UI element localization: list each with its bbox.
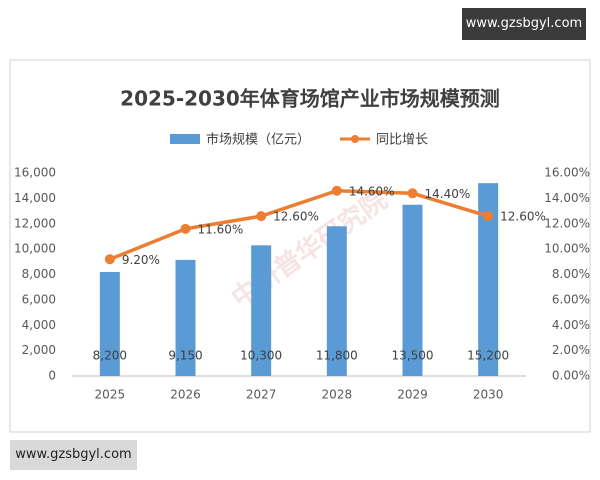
chart-title: 2025-2030年体育场馆产业市场规模预测 [120,87,500,111]
bar-value-label: 13,500 [392,349,434,363]
y2-tick-label: 14.00% [544,191,590,205]
bar [402,204,423,376]
y-tick-label: 4,000 [22,318,56,332]
bar-value-label: 11,800 [316,349,358,363]
y-tick-label: 8,000 [22,267,56,281]
y-tick-label: 2,000 [22,343,56,357]
bar-value-label: 10,300 [240,349,282,363]
bar [251,245,272,376]
y-tick-label: 16,000 [14,166,56,180]
bar-value-label: 8,200 [93,349,127,363]
line-point [331,185,342,196]
y-tick-label: 10,000 [14,242,56,256]
x-tick-label: 2025 [95,388,126,402]
legend-swatch [170,134,200,144]
site-badge: www.gzsbgyl.com [462,8,586,40]
y2-tick-label: 6.00% [552,292,590,306]
y-tick-label: 6,000 [22,292,56,306]
y2-tick-label: 16.00% [544,166,590,180]
bar [99,271,120,376]
y2-tick-label: 12.00% [544,216,590,230]
bar-value-label: 9,150 [168,349,202,363]
line-point [256,211,267,222]
bar [175,259,196,376]
site-badge: www.gzsbgyl.com [10,440,137,470]
legend-swatch [351,135,360,143]
y2-tick-label: 8.00% [552,267,590,281]
line-value-label: 9.20% [122,253,160,267]
line-value-label: 11.60% [198,222,244,236]
line-point [180,223,191,234]
line-point [104,254,115,265]
line-value-label: 12.60% [500,210,546,224]
line-value-label: 14.40% [425,187,471,201]
x-tick-label: 2028 [322,388,353,402]
bar-value-label: 15,200 [467,349,509,363]
x-tick-label: 2030 [473,388,504,402]
y-tick-label: 0 [48,369,56,383]
y2-tick-label: 0.00% [552,369,590,383]
legend-label: 市场规模（亿元） [206,132,310,148]
bar [478,183,499,376]
line-point [483,211,494,222]
y-tick-label: 14,000 [14,191,56,205]
legend-label: 同比增长 [376,133,428,148]
x-tick-label: 2029 [397,388,428,402]
x-tick-label: 2026 [170,388,201,402]
bar [326,226,347,376]
y2-tick-label: 10.00% [544,242,590,256]
line-point [407,188,418,199]
line [109,189,489,261]
y2-tick-label: 2.00% [552,343,590,357]
y2-tick-label: 4.00% [552,318,590,332]
x-tick-label: 2027 [246,388,277,402]
line-value-label: 12.60% [273,210,319,224]
y-tick-label: 12,000 [14,216,56,230]
line-value-label: 14.60% [349,184,395,198]
